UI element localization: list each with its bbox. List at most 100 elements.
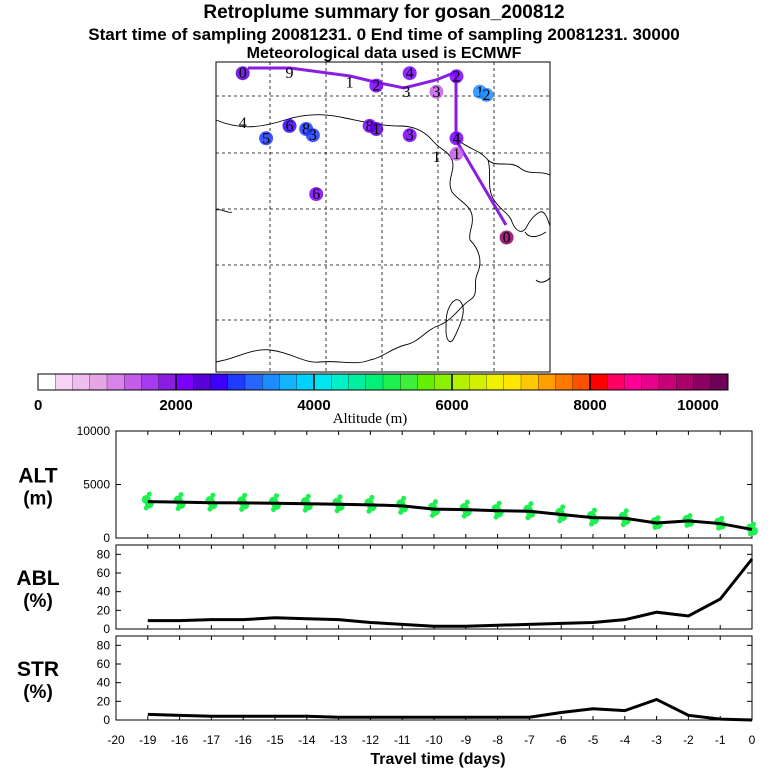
colorbar-tick-label: 2000 <box>159 397 192 414</box>
trajectory-marker <box>305 128 320 143</box>
colorbar-cell <box>607 373 625 391</box>
trajectory-marker <box>429 84 444 99</box>
colorbar-cell <box>124 373 142 391</box>
trajectory-line <box>248 66 508 226</box>
trajectory-marker <box>499 230 514 245</box>
colorbar-cell <box>279 373 298 391</box>
colorbar-cell <box>175 373 194 391</box>
colorbar-cell <box>624 373 643 391</box>
colorbar-cell <box>555 373 574 391</box>
trajectory-marker <box>449 131 464 146</box>
alt-scatter-point <box>337 494 343 500</box>
x-tick-label: -12 <box>362 733 380 747</box>
y-tick-label: 40 <box>97 676 111 690</box>
colorbar-tick-label: 0 <box>34 397 42 414</box>
trajectory-label: 1 <box>346 75 354 92</box>
trajectory-marker <box>369 122 384 136</box>
alt-scatter-point <box>528 501 534 507</box>
panel-abl: 0 20 40 60 80 ABL(%) <box>16 544 754 636</box>
colorbar-cell <box>313 373 332 391</box>
x-tick-label: -13 <box>330 733 348 747</box>
colorbar-cell <box>676 373 694 391</box>
x-tick-label: -3 <box>651 733 662 747</box>
colorbar-tick-label: 4000 <box>297 397 330 414</box>
alt-scatter-point <box>560 504 566 510</box>
trajectory-label: 3 <box>309 127 317 144</box>
series-line-alt <box>147 500 753 531</box>
x-tick-label: -19 <box>139 733 157 747</box>
colorbar-cell <box>365 373 384 391</box>
colorbar-cell <box>55 373 73 391</box>
alt-scatter-point <box>178 492 184 498</box>
alt-scatter-point <box>210 492 216 498</box>
colorbar-cell <box>434 373 453 391</box>
x-tick-label: -5 <box>588 733 599 747</box>
trajectory-marker <box>479 87 494 102</box>
colorbar-cell <box>572 373 591 391</box>
y-tick-label: 20 <box>97 603 111 617</box>
x-tick-label: -2 <box>683 733 694 747</box>
x-tick-label: -1 <box>715 733 726 747</box>
x-tick-label: -15 <box>266 733 284 747</box>
panel-ylabel: ABL <box>16 567 59 590</box>
colorbar-cell <box>469 373 487 391</box>
trajectory-label: 2 <box>372 78 380 95</box>
y-tick-label: 10000 <box>77 424 111 438</box>
y-tick-label: 80 <box>97 547 111 561</box>
colorbar-cell <box>210 373 229 391</box>
colorbar-cell <box>331 373 349 391</box>
trajectory-marker <box>449 146 464 161</box>
trajectory-marker <box>369 78 384 93</box>
trajectory-label: 3 <box>406 127 414 144</box>
y-tick-label: 80 <box>97 638 111 652</box>
alt-scatter-point <box>146 491 152 497</box>
series-line-abl <box>147 558 754 628</box>
trajectory-marker <box>235 66 250 81</box>
trajectory-label: 2 <box>452 68 460 85</box>
panel-ylabel-units: (m) <box>23 489 53 510</box>
trajectory-label: 4 <box>452 130 460 147</box>
colorbar-cell <box>72 373 91 391</box>
panel-ylabel-units: (%) <box>23 591 53 612</box>
colorbar-tick-label: 6000 <box>435 397 468 414</box>
colorbar-cell <box>193 373 211 391</box>
trajectory-label: 9 <box>285 65 293 82</box>
alt-scatter-point <box>274 493 279 499</box>
x-tick-label: -6 <box>556 733 567 747</box>
colorbar-cell <box>244 373 263 391</box>
trajectory-label: 3 <box>432 84 440 101</box>
x-tick-label: -7 <box>524 733 535 747</box>
trajectory-label: 5 <box>262 130 270 147</box>
alt-scatter-point <box>242 492 248 498</box>
trajectory-marker <box>402 128 417 143</box>
alt-scatter-point <box>751 521 756 527</box>
trajectory-label: 6 <box>285 118 293 135</box>
trajectory-label: 1 <box>452 146 460 163</box>
trajectory-label: 1 <box>476 84 484 101</box>
alt-scatter-point <box>369 494 375 500</box>
x-tick-label: -16 <box>171 733 189 747</box>
y-tick-label: 40 <box>97 585 111 599</box>
y-tick-label: 60 <box>97 566 111 580</box>
alt-scatter-point <box>305 493 311 499</box>
x-tick-label: -11 <box>394 733 411 747</box>
alt-scatter-point <box>496 500 502 506</box>
coastline <box>215 114 551 364</box>
trajectory-label: 0 <box>239 65 247 82</box>
colorbar-tick-label: 8000 <box>573 397 606 414</box>
colorbar-cell <box>296 373 315 391</box>
x-tick-label: -4 <box>619 733 630 747</box>
panel-ylabel: STR <box>17 658 59 681</box>
panel-ylabel: ALT <box>18 465 57 488</box>
colorbar-cell <box>658 373 677 391</box>
colorbar-cell <box>589 373 608 391</box>
panel-ylabel-units: (%) <box>23 682 53 703</box>
colorbar-cell <box>693 373 712 391</box>
series-line-str <box>147 697 753 722</box>
y-tick-label: 60 <box>97 657 111 671</box>
trajectory-label: 3 <box>402 84 410 101</box>
x-tick-label: -9 <box>460 733 471 747</box>
alt-scatter-point <box>655 515 661 521</box>
trajectory-label: 6 <box>312 186 320 203</box>
